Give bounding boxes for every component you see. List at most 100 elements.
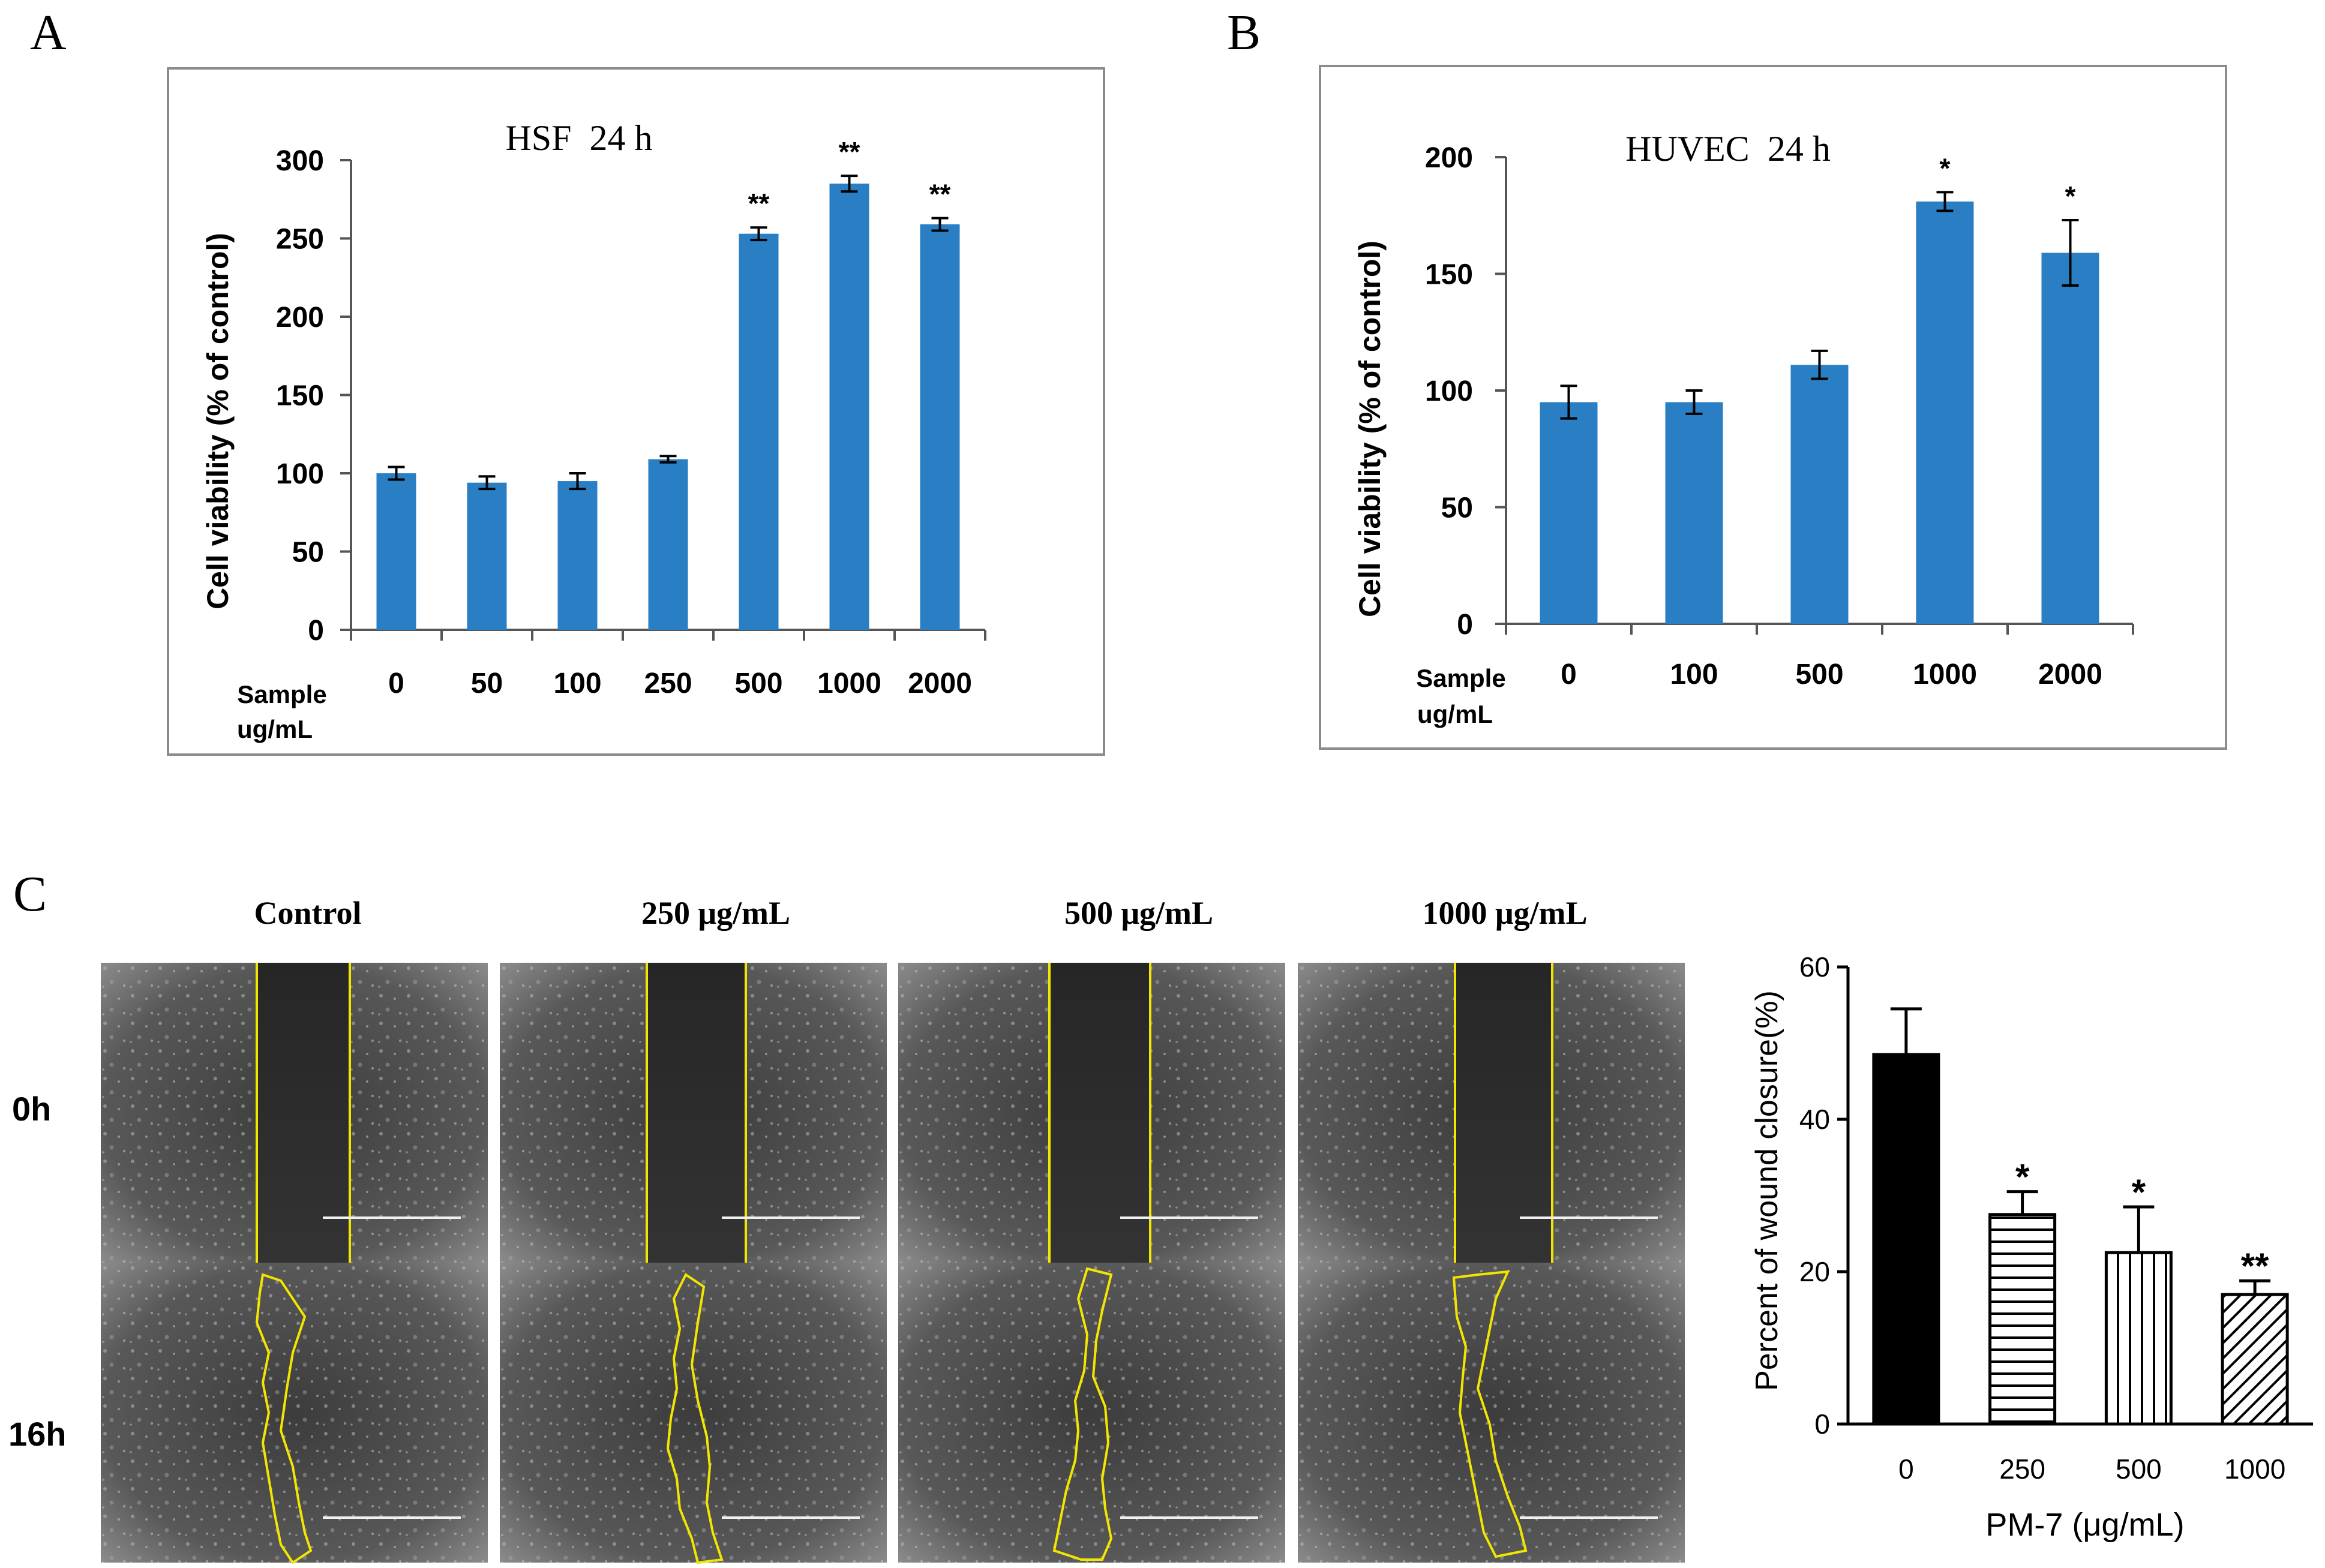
- wound-outline: [666, 1273, 724, 1564]
- chart-c-wound-closure: Percent of wound closure(%) PM-7 (μg/mL)…: [1750, 951, 2313, 1543]
- micro-col-label-1000: 1000 μg/mL: [1422, 895, 1587, 931]
- micro-col-label-control: Control: [254, 895, 361, 931]
- chart-c-x-label: PM-7 (μg/mL): [1985, 1507, 2184, 1543]
- chart-b-x-label-line2: ug/mL: [1417, 700, 1493, 728]
- micrograph-cell-texture: [898, 1263, 1285, 1563]
- y-tick-label: 200: [1425, 142, 1473, 174]
- y-tick-label: 0: [1457, 609, 1473, 641]
- bar: [2104, 1251, 2173, 1426]
- bar: [2221, 1293, 2289, 1426]
- chart-a-marks: 0 50 100 150 200 250 300 0 50 100 250 ** 500 ** 1000 **…: [276, 136, 986, 699]
- significance-label: **: [2241, 1246, 2269, 1286]
- x-tick-label: 2000: [908, 668, 972, 699]
- y-tick-label: 300: [276, 145, 324, 177]
- chart-a-x-label-line2: ug/mL: [237, 715, 313, 743]
- micrograph-cell-texture: [101, 1263, 488, 1563]
- bar: [920, 224, 960, 630]
- micro-row-label-0h: 0h: [12, 1090, 51, 1128]
- micrograph-tiles: [101, 963, 1685, 1564]
- chart-b-x-label-line1: Sample: [1416, 664, 1505, 692]
- micrograph-tile: [898, 963, 1285, 1263]
- y-tick-label: 0: [1814, 1408, 1830, 1440]
- wound-gap: [257, 963, 350, 1263]
- y-tick-label: 250: [276, 223, 324, 255]
- chart-b-huvec: HUVEC 24 h Cell viability (% of control)…: [1319, 65, 2227, 750]
- significance-label: **: [748, 188, 770, 219]
- significance-label: **: [839, 136, 860, 167]
- y-tick-label: 20: [1799, 1256, 1830, 1287]
- micrograph-tile: [1298, 1263, 1685, 1563]
- x-tick-label: 250: [644, 668, 692, 699]
- significance-label: *: [2015, 1157, 2030, 1197]
- chart-a-title: HSF 24 h: [505, 118, 652, 158]
- y-tick-label: 40: [1799, 1104, 1830, 1135]
- wound-gap: [1455, 963, 1552, 1263]
- chart-b-title: HUVEC 24 h: [1625, 129, 1831, 169]
- chart-a-x-label-line1: Sample: [237, 680, 326, 708]
- bar: [1872, 1053, 1940, 1426]
- bar: [1790, 365, 1849, 624]
- x-tick-label: 500: [734, 668, 782, 699]
- micrograph-tile: [898, 1263, 1285, 1563]
- wound-gap: [647, 963, 746, 1263]
- micro-col-label-500: 500 μg/mL: [1064, 895, 1213, 931]
- micro-row-label-16h: 16h: [8, 1415, 67, 1453]
- panel-letter-c: C: [13, 866, 47, 922]
- bar: [1988, 1213, 2057, 1426]
- micro-col-label-250: 250 μg/mL: [641, 895, 790, 931]
- y-tick-label: 50: [292, 536, 324, 568]
- significance-label: *: [1940, 152, 1951, 184]
- x-tick-label: 0: [1898, 1453, 1914, 1485]
- wound-gap: [1049, 963, 1150, 1263]
- bar: [739, 233, 779, 630]
- y-tick-label: 200: [276, 302, 324, 334]
- y-tick-label: 150: [1425, 259, 1473, 290]
- micrograph-grid: Control 250 μg/mL 500 μg/mL 1000 μg/mL 0…: [8, 895, 1685, 1564]
- x-tick-label: 1000: [1913, 659, 1977, 690]
- micrograph-tile: [500, 963, 887, 1263]
- chart-c-marks: 0 20 40 60 0 * 250 * 500 ** 1000: [1799, 951, 2313, 1485]
- x-tick-label: 50: [471, 668, 503, 699]
- wound-outline: [255, 1273, 313, 1564]
- y-tick-label: 60: [1799, 951, 1830, 983]
- x-tick-label: 500: [1795, 659, 1843, 690]
- wound-outline: [1452, 1270, 1528, 1558]
- micrograph-tile: [1298, 963, 1685, 1263]
- significance-label: **: [929, 179, 951, 210]
- x-tick-label: 1000: [2224, 1453, 2285, 1485]
- y-tick-label: 50: [1441, 492, 1473, 524]
- x-tick-label: 250: [1999, 1453, 2045, 1485]
- x-tick-label: 2000: [2038, 659, 2102, 690]
- bar: [648, 459, 688, 630]
- micrograph-cell-texture: [1298, 1263, 1685, 1563]
- x-tick-label: 1000: [817, 668, 881, 699]
- y-tick-label: 150: [276, 380, 324, 411]
- chart-a-y-label: Cell viability (% of control): [201, 233, 235, 609]
- bar: [2041, 253, 2099, 624]
- x-tick-label: 100: [1670, 659, 1718, 690]
- wound-outline: [1052, 1267, 1113, 1561]
- micrograph-cell-texture: [500, 1263, 887, 1563]
- x-tick-label: 500: [2116, 1453, 2162, 1485]
- micrograph-tile: [101, 963, 488, 1263]
- bar: [1540, 402, 1598, 624]
- bar: [376, 473, 416, 630]
- chart-c-y-label: Percent of wound closure(%): [1750, 990, 1784, 1391]
- panel-letter-a: A: [30, 5, 67, 61]
- bar: [467, 482, 507, 630]
- significance-label: *: [2132, 1172, 2146, 1212]
- significance-label: *: [2065, 181, 2076, 212]
- bar: [829, 184, 869, 630]
- y-tick-label: 0: [308, 615, 324, 647]
- x-tick-label: 100: [553, 668, 601, 699]
- bar: [1916, 201, 1974, 624]
- panel-letter-b: B: [1227, 5, 1261, 61]
- chart-a-hsf: HSF 24 h Cell viability (% of control) S…: [167, 67, 1105, 756]
- micrograph-tile: [101, 1263, 488, 1564]
- y-tick-label: 100: [276, 458, 324, 490]
- x-tick-label: 0: [1561, 659, 1577, 690]
- y-tick-label: 100: [1425, 376, 1473, 407]
- bar: [1665, 402, 1723, 624]
